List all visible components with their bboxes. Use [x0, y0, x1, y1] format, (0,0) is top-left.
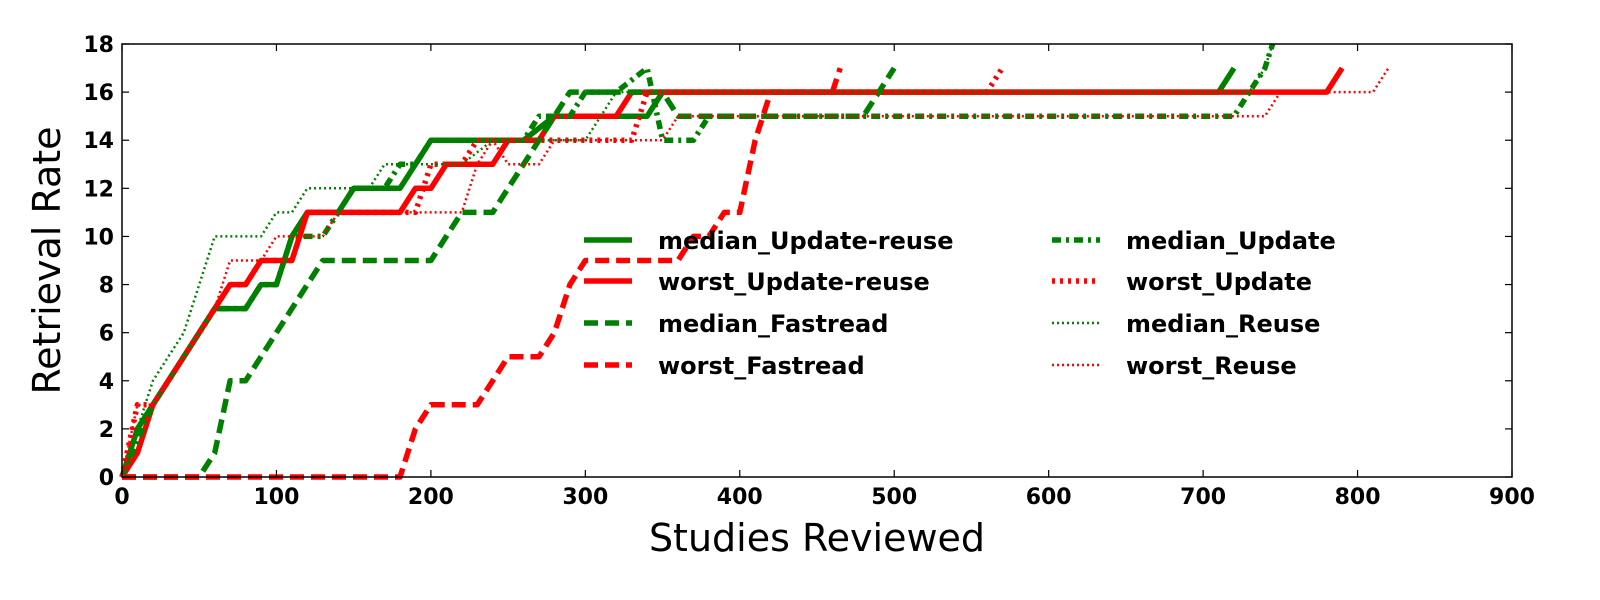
y-tick-label: 8	[99, 274, 114, 299]
x-tick-label: 300	[562, 485, 608, 510]
y-tick-label: 14	[83, 129, 114, 154]
y-tick-label: 0	[99, 466, 114, 491]
y-tick-label: 16	[83, 81, 114, 106]
x-tick-label: 700	[1180, 485, 1226, 510]
x-tick-label: 800	[1335, 485, 1381, 510]
y-tick-label: 18	[83, 33, 114, 58]
x-tick-label: 400	[717, 485, 763, 510]
series-line-worst_Fastread	[122, 67, 843, 480]
legend-label-worst_Fastread: worst_Fastread	[658, 352, 865, 380]
series-line-median_Fastread	[122, 66, 897, 480]
legend: median_Update-reuseworst_Update-reusemed…	[584, 227, 1336, 380]
legend-label-median_Fastread: median_Fastread	[658, 310, 888, 338]
series-line-worst_Reuse	[120, 67, 1390, 478]
ticks-layer: 0 100 200 300 400 500 600 700 800 900 0 2 4 6 8 10 12 14 1…	[83, 33, 1535, 510]
legend-label-worst_Update: worst_Update	[1126, 268, 1312, 296]
legend-label-worst_Reuse: worst_Reuse	[1126, 352, 1297, 380]
legend-label-median_Update-reuse: median_Update-reuse	[658, 227, 954, 255]
series-layer	[119, 43, 1390, 480]
plot-frame	[121, 43, 1513, 478]
x-axis-title: Studies Reviewed	[649, 516, 985, 560]
series-line-median_Reuse	[120, 43, 1274, 478]
x-tick-label: 0	[114, 485, 129, 510]
y-tick-label: 4	[99, 370, 114, 395]
y-tick-label: 2	[99, 418, 114, 443]
x-tick-label: 900	[1489, 485, 1535, 510]
y-tick-label: 6	[99, 322, 114, 347]
x-tick-label: 100	[253, 485, 299, 510]
y-tick-label: 10	[83, 225, 114, 250]
y-tick-label: 12	[83, 177, 114, 202]
x-tick-label: 200	[408, 485, 454, 510]
y-axis-title: Retrieval Rate	[25, 126, 69, 394]
legend-label-median_Update: median_Update	[1126, 227, 1336, 255]
x-tick-label: 500	[871, 485, 917, 510]
x-tick-label: 600	[1026, 485, 1072, 510]
legend-label-median_Reuse: median_Reuse	[1126, 310, 1320, 338]
legend-label-worst_Update-reuse: worst_Update-reuse	[658, 268, 930, 296]
